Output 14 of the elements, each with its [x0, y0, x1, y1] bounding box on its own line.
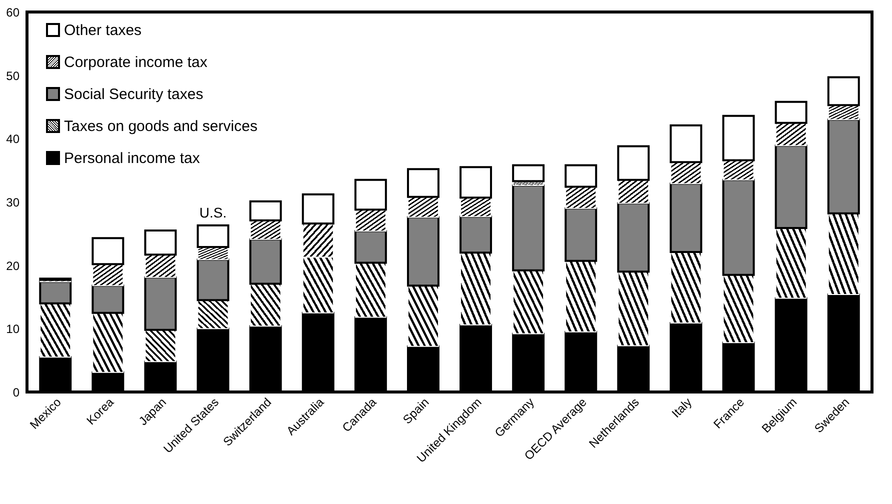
legend-label: Corporate income tax: [64, 54, 208, 71]
y-tick-label: 60: [6, 6, 20, 20]
legend-label: Social Security taxes: [64, 86, 204, 103]
legend-label: Other taxes: [64, 22, 142, 39]
legend-label: Personal income tax: [64, 150, 200, 167]
y-tick-label: 40: [6, 132, 20, 146]
annotation: U.S.: [199, 204, 227, 220]
y-tick-label: 0: [12, 386, 20, 400]
y-tick-label: 10: [6, 322, 20, 336]
y-tick-label: 30: [6, 196, 20, 210]
y-tick-label: 50: [6, 68, 20, 83]
x-tick-label: Italy: [668, 395, 694, 421]
y-tick-label: 20: [6, 258, 20, 273]
legend-label: Taxes on goods and services: [64, 118, 258, 135]
